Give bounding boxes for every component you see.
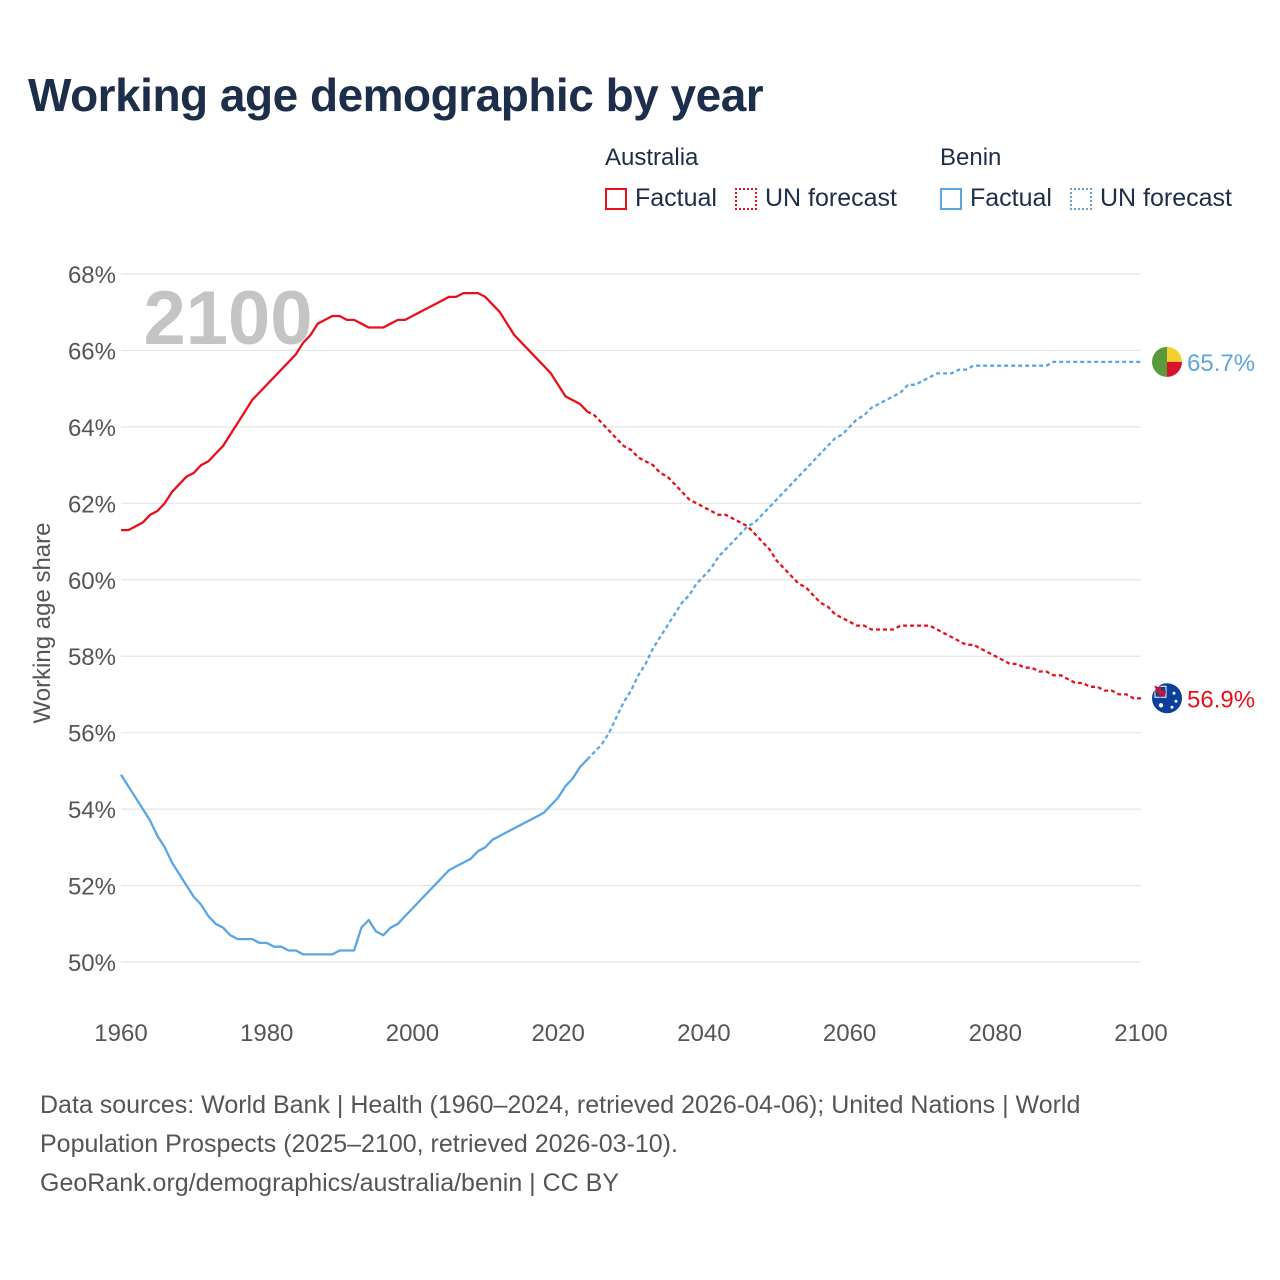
legend-group-title: Benin <box>940 144 1002 171</box>
end-value-label: 56.9% <box>1187 686 1255 713</box>
y-tick-label: 58% <box>68 644 116 671</box>
legend-item-factual[interactable]: Factual <box>940 184 1052 213</box>
legend-label: UN forecast <box>764 184 897 212</box>
series-line-benin-factual[interactable] <box>120 758 589 956</box>
x-tick-label: 2080 <box>969 1020 1022 1047</box>
y-tick-label: 56% <box>68 721 116 748</box>
end-value-label: 65.7% <box>1187 350 1255 377</box>
legend-label: Factual <box>970 184 1052 212</box>
legend-label: Factual <box>635 184 717 212</box>
legend-label: UN forecast <box>1099 184 1232 212</box>
y-tick-label: 50% <box>68 950 116 977</box>
chart-title: Working age demographic by year <box>28 69 764 121</box>
y-tick-label: 52% <box>68 874 116 901</box>
y-tick-label: 54% <box>68 797 116 824</box>
footer-sources-line1: Data sources: World Bank | Health (1960–… <box>40 1091 1081 1119</box>
x-tick-label: 2060 <box>823 1020 876 1047</box>
line-chart: 50% 52% 54% 56% 58% 60% 62% 64% 66% 68% 1960 1980 2… <box>29 262 1255 1047</box>
x-axis-ticks: 1960 1980 2000 2020 2040 2060 2080 2100 <box>94 1020 1167 1047</box>
footer-sources-line2: Population Prospects (2025–2100, retriev… <box>40 1130 678 1158</box>
legend-group-title: Australia <box>605 144 699 171</box>
y-axis-ticks: 50% 52% 54% 56% 58% 60% 62% 64% 66% 68% <box>68 262 116 977</box>
series-layer <box>120 291 1141 956</box>
x-tick-label: 2040 <box>677 1020 730 1047</box>
y-tick-label: 60% <box>68 568 116 595</box>
x-tick-label: 1980 <box>240 1020 293 1047</box>
legend-swatch-solid <box>605 187 627 210</box>
y-tick-label: 66% <box>68 338 116 365</box>
year-watermark: 2100 <box>143 276 312 361</box>
y-tick-label: 62% <box>68 491 116 518</box>
legend-benin: Benin Factual UN forecast <box>940 144 1232 213</box>
legend-swatch-dotted <box>1069 187 1092 210</box>
x-tick-label: 1960 <box>94 1020 147 1047</box>
y-axis-label: Working age share <box>29 523 56 724</box>
x-tick-label: 2020 <box>531 1020 584 1047</box>
series-line-australia-forecast[interactable] <box>586 410 1141 700</box>
y-tick-label: 64% <box>68 415 116 442</box>
legend-swatch-dotted <box>734 187 757 210</box>
legend-australia: Australia Factual UN forecast <box>605 144 915 213</box>
australia-flag-icon <box>1152 683 1182 714</box>
legend-swatch-solid <box>940 187 962 210</box>
x-tick-label: 2000 <box>386 1020 439 1047</box>
legend-item-factual[interactable]: Factual <box>605 184 717 213</box>
x-tick-label: 2100 <box>1114 1020 1167 1047</box>
legend-item-forecast[interactable]: UN forecast <box>1069 184 1232 213</box>
benin-flag-icon <box>1152 346 1182 377</box>
footer-link[interactable]: GeoRank.org/demographics/australia/benin… <box>40 1169 620 1197</box>
legend-item-forecast[interactable]: UN forecast <box>734 184 897 213</box>
y-tick-label: 68% <box>68 262 116 289</box>
series-line-australia-factual[interactable] <box>121 291 589 532</box>
series-line-benin-forecast[interactable] <box>586 360 1141 761</box>
gridlines <box>121 273 1141 963</box>
footer: Data sources: World Bank | Health (1960–… <box>40 1086 1190 1203</box>
end-markers: 56.9% 65.7% <box>1152 346 1255 714</box>
